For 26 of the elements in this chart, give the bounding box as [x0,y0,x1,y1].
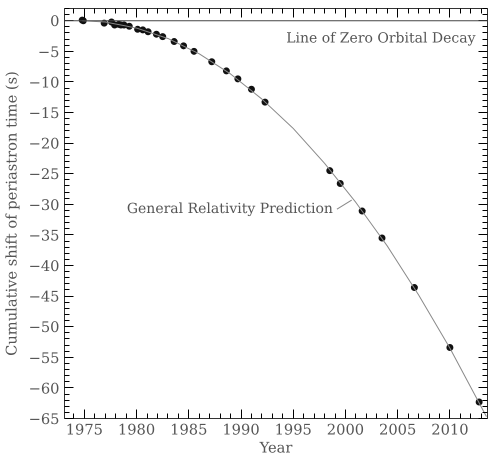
y-tick-label: −5 [38,44,60,61]
y-tick-label: −30 [28,196,60,214]
y-tick-label: −25 [28,166,60,184]
x-tick-label: 1990 [222,422,260,438]
y-tick-label: −55 [28,350,60,367]
x-tick-label: 2000 [326,422,364,438]
y-tick-label: −40 [28,258,60,276]
y-tick-label: −15 [28,105,60,122]
x-tick-label: 1985 [170,422,208,438]
y-axis-title: Cumulative shift of periastron time (s) [4,71,21,356]
ref-line-label: Line of Zero Orbital Decay [286,30,476,47]
y-tick-label: −10 [28,74,60,92]
y-tick-label: −20 [28,136,60,153]
x-tick-label: 2005 [379,422,416,438]
y-tick-label: 0 [50,13,60,30]
x-tick-label: 1980 [118,422,156,438]
x-tick-label: 2010 [431,422,469,438]
x-axis-title: Year [258,440,292,456]
x-tick-label: 1995 [274,422,312,438]
y-tick-label: −65 [28,411,60,428]
y-tick-label: −50 [28,319,60,336]
x-tick-label: 1975 [66,422,104,438]
annotation: General Relativity Prediction [126,201,333,218]
y-tick-label: −45 [28,288,60,306]
y-tick-label: −60 [28,380,60,398]
y-tick-label: −35 [28,227,60,244]
